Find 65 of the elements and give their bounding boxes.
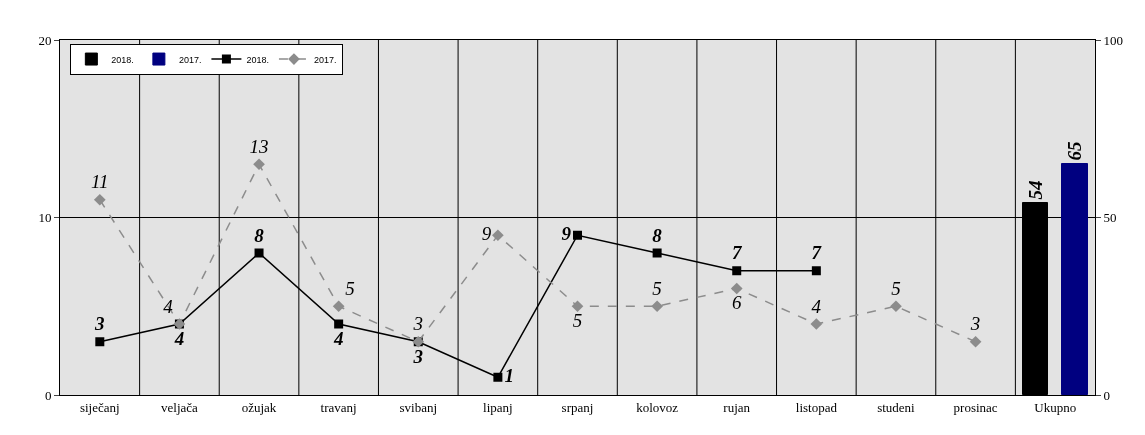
x-tick-label: srpanj (561, 399, 594, 415)
legend-label: 2018. (111, 54, 134, 65)
data-label: 8 (652, 224, 663, 246)
x-tick-label: svibanj (399, 399, 438, 415)
legend-label: 2017. (178, 54, 202, 65)
y2-tick-label: 0 (1103, 387, 1111, 403)
point (253, 158, 265, 171)
point (93, 193, 106, 206)
y-tick-label: 10 (38, 210, 52, 226)
point (810, 318, 823, 330)
point (890, 300, 902, 313)
data-label: 13 (249, 135, 269, 157)
data-label: 4 (163, 295, 174, 317)
point (969, 335, 982, 348)
data-label: 54 (1024, 180, 1046, 200)
legend-label: 2018. (246, 54, 269, 65)
y2-tick-label: 100 (1103, 32, 1124, 48)
data-label: 5 (572, 310, 583, 332)
x-tick-label: travanj (320, 399, 357, 415)
data-label: 3 (94, 313, 105, 335)
data-label: 9 (481, 223, 492, 244)
data-label: 65 (1064, 141, 1085, 161)
data-label: 4 (811, 295, 822, 317)
x-tick-label: prosinac (953, 399, 998, 415)
data-label: 3 (412, 313, 424, 335)
data-label: 4 (173, 327, 185, 349)
y2-tick-label: 50 (1103, 210, 1117, 226)
point (573, 230, 582, 240)
data-label: 7 (811, 242, 823, 264)
data-label: 1 (504, 365, 515, 386)
point (651, 300, 663, 313)
x-tick-label: siječanj (79, 399, 120, 415)
point (334, 319, 344, 329)
data-label: 9 (561, 223, 572, 244)
data-label: 11 (91, 171, 109, 193)
y-tick-label: 20 (38, 32, 52, 48)
data-label: 3 (412, 345, 424, 367)
y-tick-label: 0 (44, 387, 52, 403)
data-label: 6 (731, 292, 742, 314)
x-tick-label: rujan (723, 399, 751, 415)
data-label: 3 (969, 313, 981, 335)
point (730, 282, 743, 295)
x-tick-label: ožujak (241, 399, 277, 415)
point (493, 372, 503, 382)
x-tick-label: lipanj (483, 399, 513, 415)
point (652, 248, 662, 258)
point (95, 337, 105, 347)
point (254, 248, 264, 258)
x-tick-label: listopad (795, 399, 838, 415)
point (732, 266, 742, 276)
x-tick-label: Ukupno (1034, 399, 1077, 415)
data-label: 8 (254, 224, 265, 246)
data-label: 4 (332, 327, 344, 349)
point (571, 300, 584, 313)
data-label: 5 (345, 277, 355, 299)
data-label: 5 (652, 277, 662, 299)
x-tick-label: kolovoz (636, 399, 679, 415)
point (332, 300, 345, 313)
data-label: 7 (731, 242, 743, 264)
data-label: 5 (891, 277, 901, 299)
legend-label: 2017. (313, 54, 337, 65)
x-tick-label: veljača (161, 399, 199, 415)
point (492, 229, 504, 242)
point (811, 266, 821, 276)
x-tick-label: studeni (877, 399, 916, 415)
